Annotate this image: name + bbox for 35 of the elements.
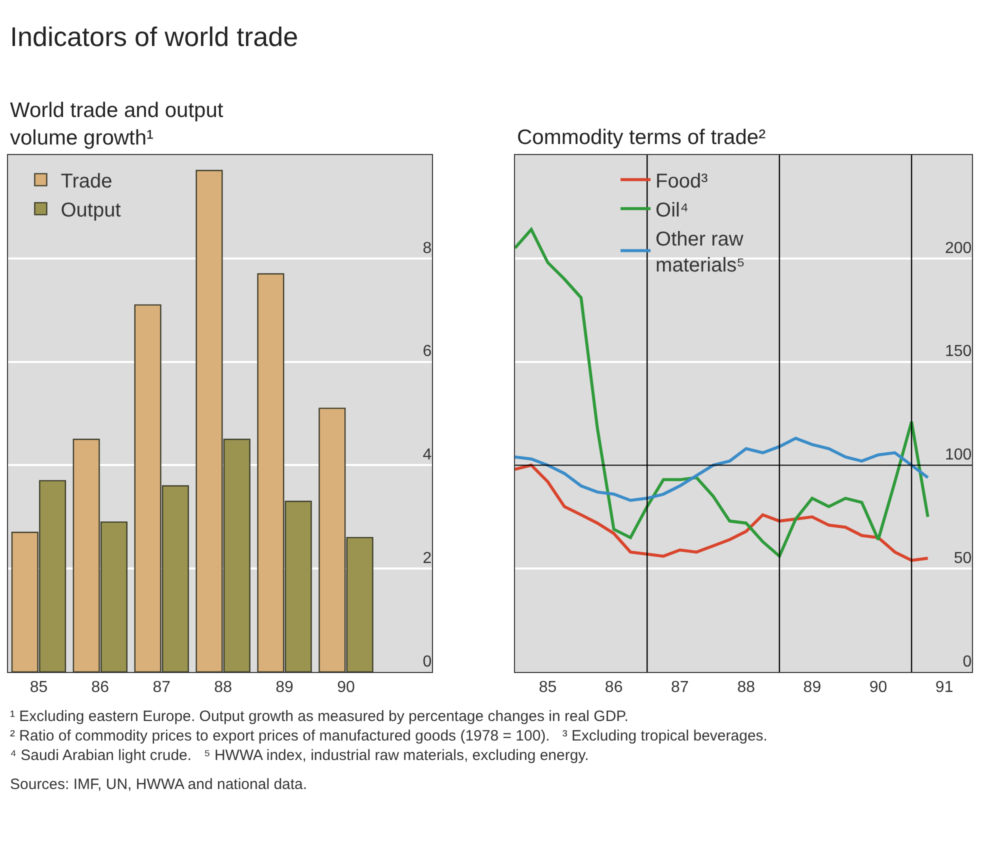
legend-label: Food³ xyxy=(656,170,708,192)
x-tick-label: 89 xyxy=(803,679,822,696)
x-tick-label: 91 xyxy=(935,679,954,696)
y-tick-label: 4 xyxy=(422,446,432,464)
y-tick-label: 150 xyxy=(944,343,972,360)
legend-label: Other raw materials⁵ xyxy=(656,228,745,276)
y-tick-label: 200 xyxy=(944,240,972,257)
x-tick-label: 90 xyxy=(337,679,355,696)
source-note: Sources: IMF, UN, HWWA and national data. xyxy=(10,776,308,793)
x-tick-label: 87 xyxy=(670,679,689,696)
y-tick-label: 100 xyxy=(944,446,972,464)
y-tick-label: 6 xyxy=(422,343,432,360)
x-tick-label: 88 xyxy=(737,679,756,696)
x-tick-label: 85 xyxy=(30,679,48,696)
x-tick-label: 87 xyxy=(152,679,171,696)
x-tick-label: 88 xyxy=(214,679,232,696)
text: ⁴ Saudi Arabian light crude. ⁵ HWWA index, industrial raw materials, excluding energy. xyxy=(10,747,589,764)
legend-label: Output xyxy=(60,199,122,222)
chart-subtitle: Commodity terms of trade² xyxy=(517,126,766,149)
text: ² Ratio of commodity prices to export prices of manufactured goods (1978 = 100). ³ Excluding tropical beverages. xyxy=(10,728,768,744)
y-tick-label: 50 xyxy=(954,550,972,567)
y-tick-label: 8 xyxy=(422,240,432,257)
x-tick-label: 85 xyxy=(538,679,557,696)
y-tick-label: 0 xyxy=(962,653,972,670)
x-tick-label: 90 xyxy=(869,679,888,696)
legend-label: Oil⁴ xyxy=(656,199,689,222)
y-tick-label: 0 xyxy=(422,653,432,670)
y-tick-label: 2 xyxy=(422,550,432,567)
x-tick-label: 89 xyxy=(276,679,294,696)
legend-label: Trade xyxy=(60,170,112,192)
chart-subtitle: World trade and output volume growth¹ xyxy=(10,99,224,150)
chart-title: Indicators of world trade xyxy=(10,22,298,52)
text: ¹ Excluding eastern Europe. Output growth as measured by percentage changes in real GDP. xyxy=(10,708,628,725)
x-tick-label: 86 xyxy=(604,679,623,696)
x-tick-label: 86 xyxy=(91,679,110,696)
